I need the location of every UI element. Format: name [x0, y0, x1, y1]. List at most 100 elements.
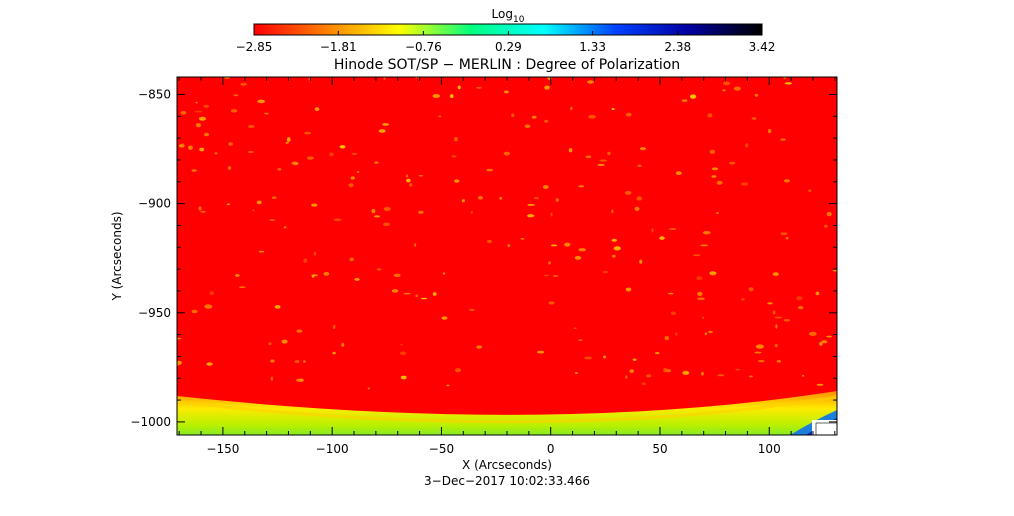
speckle	[611, 254, 616, 258]
speckle	[383, 206, 391, 212]
speckle	[306, 156, 315, 160]
speckle	[716, 180, 723, 185]
speckle	[432, 94, 440, 98]
speckle	[351, 153, 358, 155]
colorbar-tick-label: 0.29	[495, 40, 522, 54]
speckle	[294, 360, 300, 364]
speckle	[564, 242, 571, 247]
speckle	[824, 224, 828, 228]
speckle	[258, 250, 265, 253]
speckle	[664, 336, 669, 341]
speckle	[332, 351, 336, 355]
speckle	[511, 113, 515, 117]
speckle	[314, 107, 320, 112]
speckle	[376, 268, 382, 271]
speckle	[333, 218, 342, 222]
speckle	[544, 85, 550, 90]
speckle	[391, 289, 399, 293]
speckle	[329, 152, 334, 157]
speckle	[313, 251, 317, 256]
speckle	[531, 115, 537, 119]
speckle	[304, 131, 311, 135]
speckle	[354, 277, 360, 281]
speckle	[717, 374, 725, 377]
speckle	[816, 383, 824, 386]
speckle	[574, 372, 578, 374]
speckle	[774, 316, 783, 319]
colorbar: Log10 −2.85 −1.81 −0.76 0.29 1.33 2.38 3.42	[236, 7, 776, 54]
speckle	[339, 145, 346, 149]
speckle	[819, 342, 823, 346]
speckle	[659, 236, 665, 240]
speckle	[784, 179, 790, 183]
speckle	[349, 257, 355, 262]
speckle	[708, 330, 713, 334]
speckle	[775, 324, 778, 329]
speckle	[199, 147, 205, 152]
speckle	[625, 375, 628, 379]
axes: −150 −100 −50 0 50 100 −850 −900 −950 −1000	[130, 77, 837, 456]
speckle	[406, 178, 411, 183]
speckle	[470, 210, 473, 214]
speckle	[639, 259, 643, 264]
speckle	[772, 310, 776, 315]
x-axis-label: X (Arcseconds)	[462, 458, 552, 472]
speckle	[180, 110, 187, 115]
speckle	[373, 215, 381, 218]
speckle	[414, 243, 417, 247]
speckle	[715, 212, 720, 214]
speckle	[745, 143, 749, 148]
speckle	[741, 298, 745, 301]
speckle	[785, 236, 789, 240]
speckle	[675, 171, 682, 176]
limb-edge	[177, 395, 837, 424]
speckle	[311, 274, 319, 277]
speckle	[277, 168, 282, 171]
speckle	[374, 161, 379, 164]
colorbar-tick-label: 3.42	[749, 40, 776, 54]
speckle	[655, 352, 660, 355]
speckle	[503, 151, 510, 156]
speckle	[783, 318, 791, 322]
speckle	[629, 369, 634, 373]
speckle	[711, 175, 717, 178]
speckle	[268, 342, 272, 346]
speckle	[550, 244, 558, 247]
speckle	[457, 85, 461, 90]
speckle	[405, 174, 409, 178]
speckle	[587, 80, 594, 84]
polarization-map	[177, 77, 837, 435]
speckle	[476, 345, 483, 349]
colorbar-tick-label: 1.33	[579, 40, 606, 54]
speckle	[625, 190, 632, 195]
speckle	[702, 316, 705, 319]
speckle	[668, 228, 677, 230]
speckle	[603, 355, 607, 359]
y-tick-label: −900	[138, 197, 171, 211]
speckle	[668, 292, 674, 295]
speckle	[548, 301, 555, 305]
speckle	[665, 369, 671, 373]
speckle	[613, 246, 621, 251]
speckle	[403, 292, 411, 295]
speckle	[291, 161, 299, 165]
speckle	[195, 101, 198, 104]
speckle	[578, 248, 586, 252]
speckle	[348, 183, 354, 188]
colorbar-ticks: −2.85 −1.81 −0.76 0.29 1.33 2.38 3.42	[236, 31, 776, 54]
speckle	[641, 382, 646, 386]
speckle	[690, 94, 697, 99]
speckle	[527, 214, 535, 218]
speckle	[311, 203, 318, 207]
speckle	[281, 339, 288, 344]
polarization-speckles	[177, 77, 837, 390]
speckle	[269, 219, 276, 222]
speckle	[203, 104, 210, 108]
speckle	[204, 304, 213, 309]
speckle	[507, 244, 511, 248]
speckle	[709, 149, 716, 154]
colorbar-tick-label: −0.76	[405, 40, 442, 54]
speckle	[542, 185, 549, 189]
speckle	[768, 128, 772, 134]
speckle	[548, 261, 551, 265]
